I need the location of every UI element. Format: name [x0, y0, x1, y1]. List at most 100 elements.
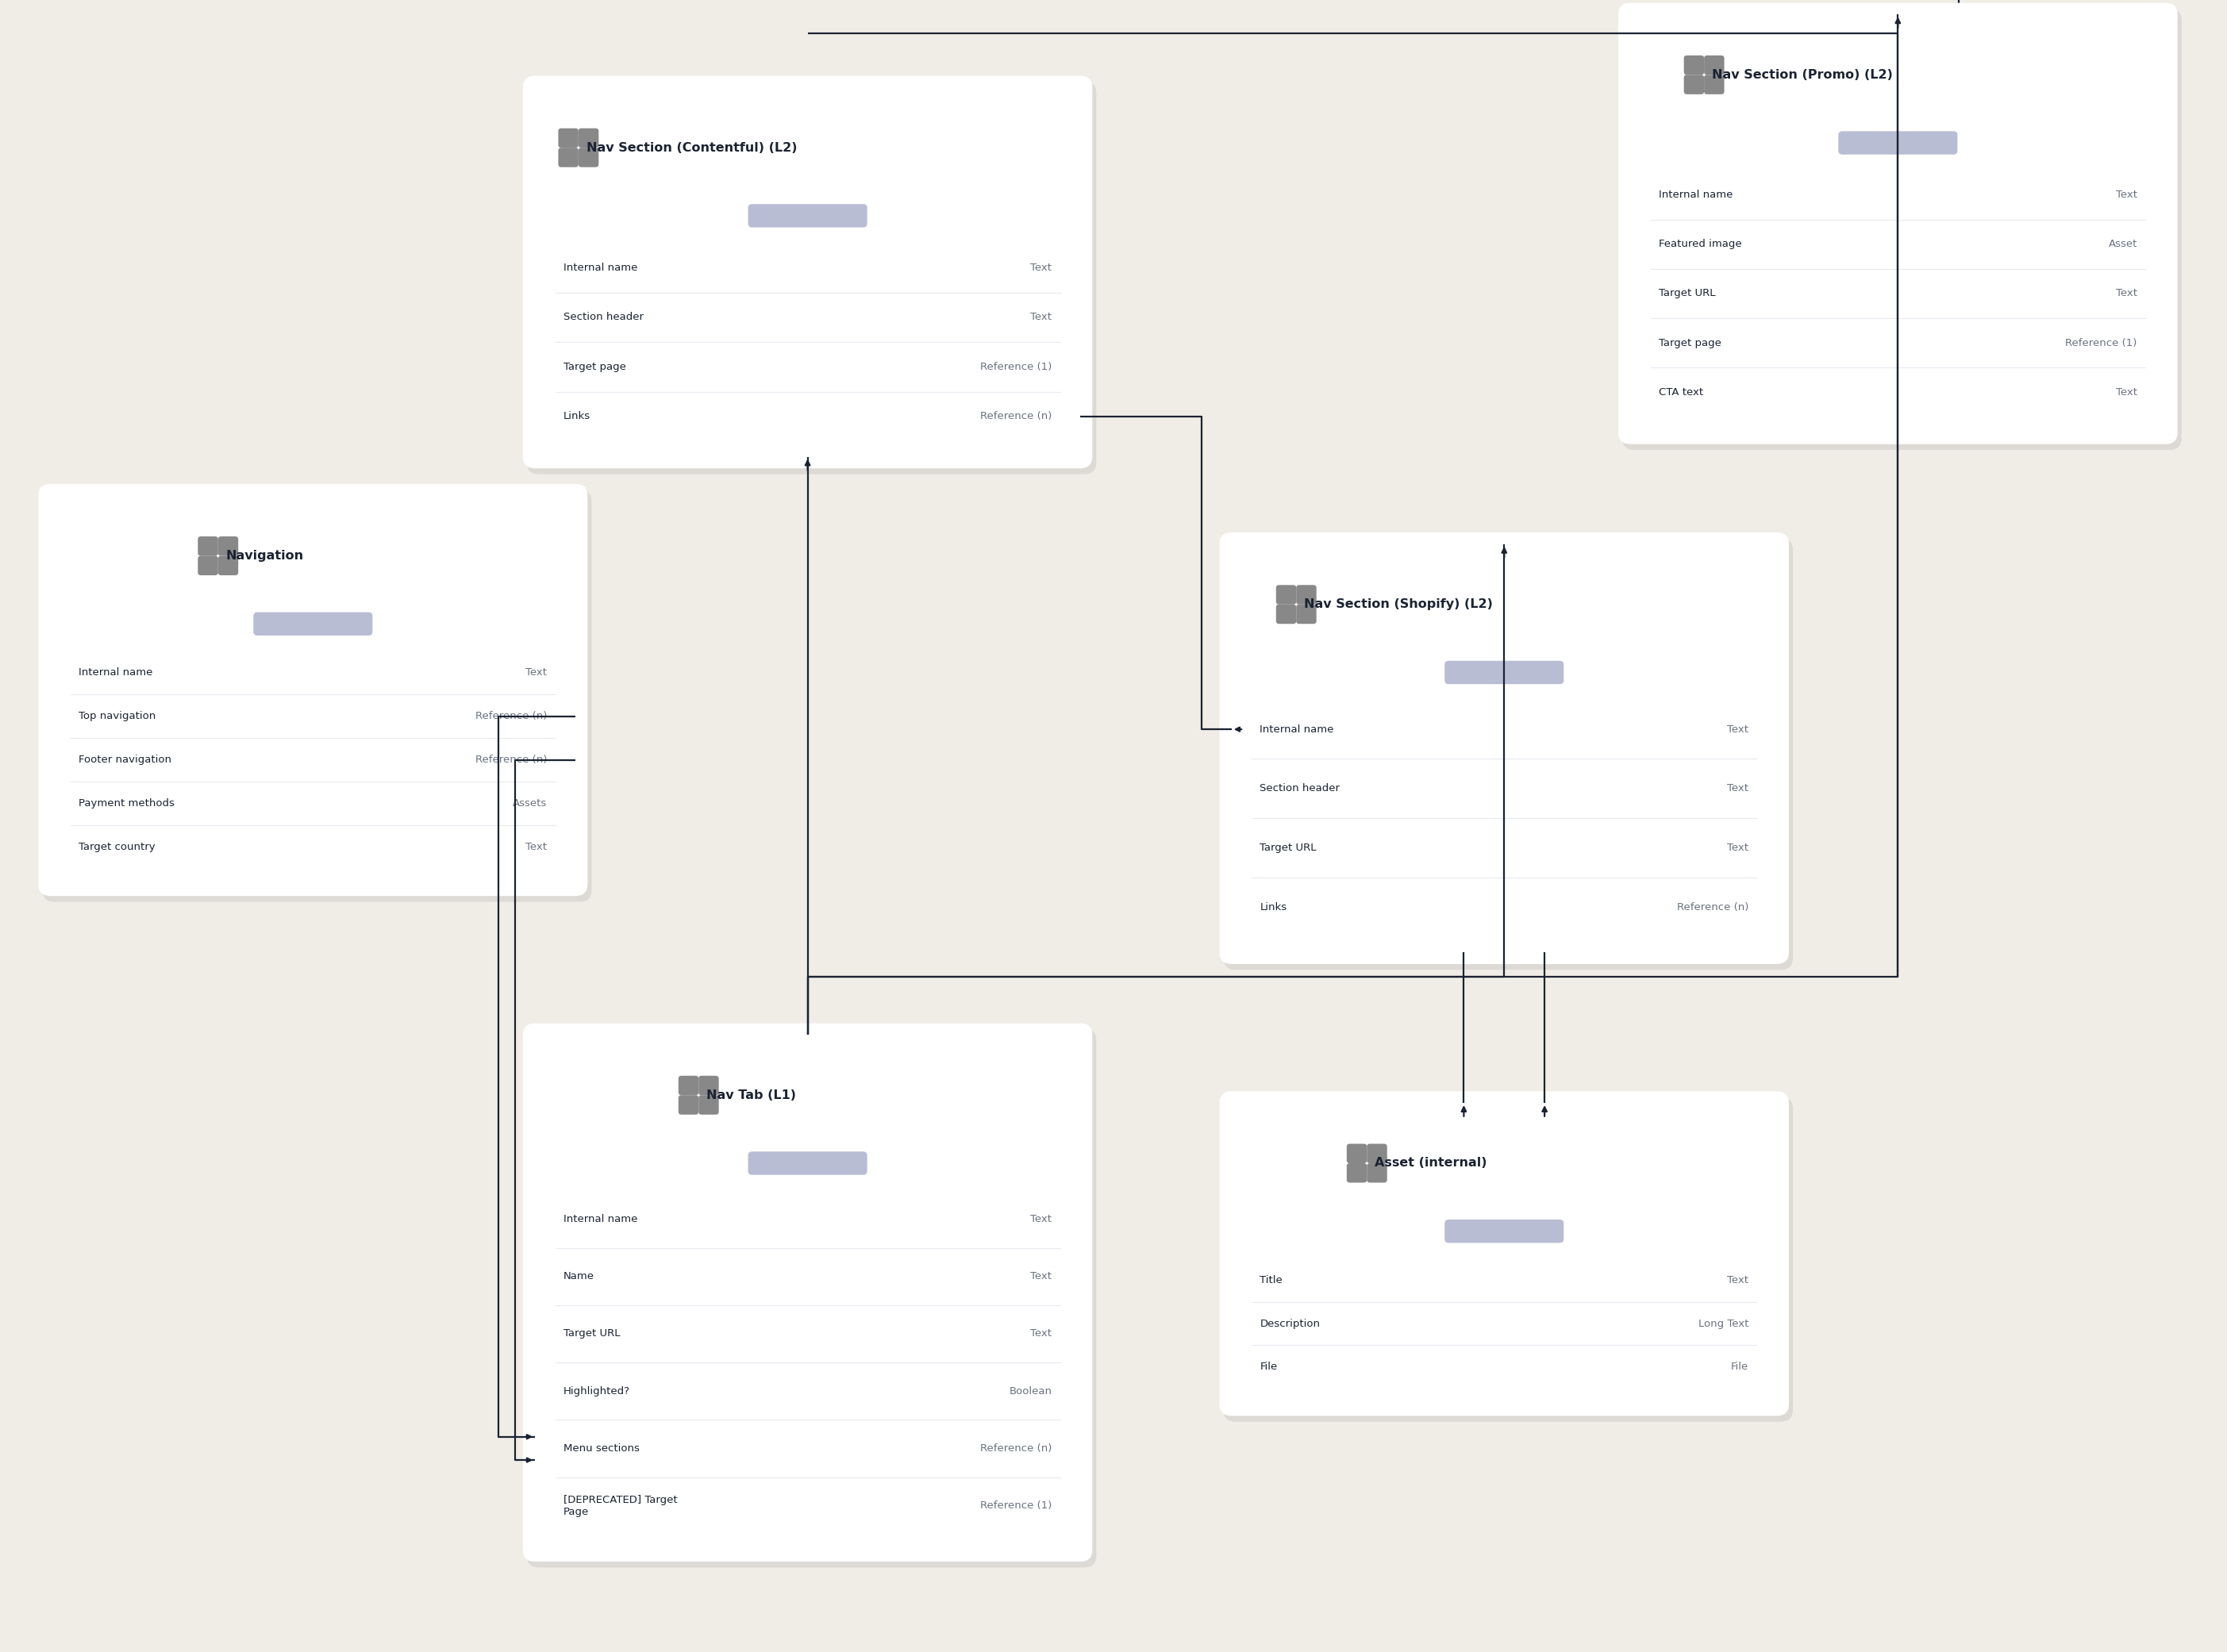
Text: Text: Text: [1031, 1214, 1051, 1224]
Text: Reference (n): Reference (n): [474, 712, 548, 722]
Text: Text: Text: [1031, 312, 1051, 322]
Text: File: File: [1730, 1361, 1748, 1373]
Text: Text: Text: [1031, 1328, 1051, 1338]
Text: Internal name: Internal name: [78, 667, 154, 677]
Text: Target URL: Target URL: [1260, 843, 1316, 852]
FancyBboxPatch shape: [218, 537, 238, 555]
Text: File: File: [1260, 1361, 1278, 1373]
Text: Top navigation: Top navigation: [78, 712, 156, 722]
FancyBboxPatch shape: [1367, 1143, 1387, 1163]
Text: Assets: Assets: [512, 798, 548, 808]
FancyBboxPatch shape: [1704, 74, 1724, 94]
FancyBboxPatch shape: [1619, 3, 2178, 444]
Text: Nav Section (Shopify) (L2): Nav Section (Shopify) (L2): [1305, 598, 1492, 610]
Text: Text: Text: [1728, 783, 1748, 793]
FancyBboxPatch shape: [198, 537, 218, 555]
Text: Reference (n): Reference (n): [1677, 902, 1748, 912]
Text: Links: Links: [563, 411, 590, 421]
Text: Boolean: Boolean: [1009, 1386, 1051, 1396]
Text: Text: Text: [1031, 263, 1051, 273]
FancyBboxPatch shape: [748, 1151, 866, 1175]
Text: Reference (1): Reference (1): [2064, 337, 2138, 349]
FancyBboxPatch shape: [528, 1029, 1096, 1568]
Text: Target URL: Target URL: [563, 1328, 619, 1338]
FancyBboxPatch shape: [1621, 8, 2182, 449]
Text: Text: Text: [1728, 724, 1748, 735]
Text: Asset: Asset: [2109, 240, 2138, 249]
Text: Long Text: Long Text: [1699, 1318, 1748, 1328]
FancyBboxPatch shape: [1684, 74, 1704, 94]
Text: Text: Text: [2116, 387, 2138, 398]
FancyBboxPatch shape: [1367, 1163, 1387, 1183]
FancyBboxPatch shape: [254, 613, 372, 636]
Text: CTA text: CTA text: [1659, 387, 1704, 398]
FancyBboxPatch shape: [198, 555, 218, 575]
Text: Target URL: Target URL: [1659, 289, 1715, 299]
Text: Menu sections: Menu sections: [563, 1444, 639, 1454]
FancyBboxPatch shape: [523, 1023, 1091, 1561]
Text: Title: Title: [1260, 1275, 1283, 1285]
Text: Text: Text: [1728, 1275, 1748, 1285]
FancyBboxPatch shape: [523, 76, 1091, 469]
Text: Name: Name: [563, 1272, 595, 1282]
Text: Internal name: Internal name: [1260, 724, 1334, 735]
FancyBboxPatch shape: [42, 489, 592, 902]
Text: Target page: Target page: [1659, 337, 1721, 349]
FancyBboxPatch shape: [1837, 131, 1958, 155]
FancyBboxPatch shape: [218, 555, 238, 575]
Text: Highlighted?: Highlighted?: [563, 1386, 630, 1396]
Text: Internal name: Internal name: [563, 1214, 637, 1224]
FancyBboxPatch shape: [1347, 1163, 1367, 1183]
Text: Internal name: Internal name: [563, 263, 637, 273]
Text: Nav Tab (L1): Nav Tab (L1): [706, 1089, 797, 1102]
FancyBboxPatch shape: [748, 205, 866, 228]
FancyBboxPatch shape: [1276, 585, 1296, 605]
Text: Reference (n): Reference (n): [980, 411, 1051, 421]
Text: Navigation: Navigation: [227, 550, 305, 562]
FancyBboxPatch shape: [579, 129, 599, 147]
Text: Target country: Target country: [78, 843, 156, 852]
FancyBboxPatch shape: [1347, 1143, 1367, 1163]
Text: Footer navigation: Footer navigation: [78, 755, 171, 765]
FancyBboxPatch shape: [579, 147, 599, 167]
FancyBboxPatch shape: [679, 1095, 699, 1115]
FancyBboxPatch shape: [1276, 605, 1296, 624]
Text: Section header: Section header: [1260, 783, 1341, 793]
Text: Nav Section (Contentful) (L2): Nav Section (Contentful) (L2): [586, 142, 797, 154]
FancyBboxPatch shape: [1704, 56, 1724, 74]
FancyBboxPatch shape: [1223, 1097, 1793, 1422]
Text: Reference (1): Reference (1): [980, 362, 1051, 372]
FancyBboxPatch shape: [1220, 1092, 1788, 1416]
Text: Featured image: Featured image: [1659, 240, 1742, 249]
FancyBboxPatch shape: [679, 1075, 699, 1095]
Text: Reference (n): Reference (n): [980, 1444, 1051, 1454]
FancyBboxPatch shape: [1684, 56, 1704, 74]
Text: Description: Description: [1260, 1318, 1321, 1328]
Text: Text: Text: [2116, 190, 2138, 200]
Text: Text: Text: [1031, 1272, 1051, 1282]
FancyBboxPatch shape: [38, 484, 588, 895]
FancyBboxPatch shape: [699, 1075, 719, 1095]
Text: Section header: Section header: [563, 312, 644, 322]
Text: Internal name: Internal name: [1659, 190, 1733, 200]
Text: Links: Links: [1260, 902, 1287, 912]
FancyBboxPatch shape: [1445, 1219, 1563, 1242]
Text: Text: Text: [2116, 289, 2138, 299]
Text: Asset (internal): Asset (internal): [1374, 1158, 1488, 1170]
FancyBboxPatch shape: [528, 81, 1096, 474]
Text: Text: Text: [1728, 843, 1748, 852]
FancyBboxPatch shape: [559, 147, 579, 167]
Text: Nav Section (Promo) (L2): Nav Section (Promo) (L2): [1713, 69, 1893, 81]
FancyBboxPatch shape: [699, 1095, 719, 1115]
FancyBboxPatch shape: [1220, 532, 1788, 965]
Text: Text: Text: [526, 667, 548, 677]
FancyBboxPatch shape: [1296, 585, 1316, 605]
Text: Reference (n): Reference (n): [474, 755, 548, 765]
Text: Text: Text: [526, 843, 548, 852]
Text: Reference (1): Reference (1): [980, 1500, 1051, 1512]
FancyBboxPatch shape: [1296, 605, 1316, 624]
Text: Target page: Target page: [563, 362, 626, 372]
FancyBboxPatch shape: [1223, 539, 1793, 970]
FancyBboxPatch shape: [1445, 661, 1563, 684]
Text: [DEPRECATED] Target
Page: [DEPRECATED] Target Page: [563, 1495, 677, 1517]
